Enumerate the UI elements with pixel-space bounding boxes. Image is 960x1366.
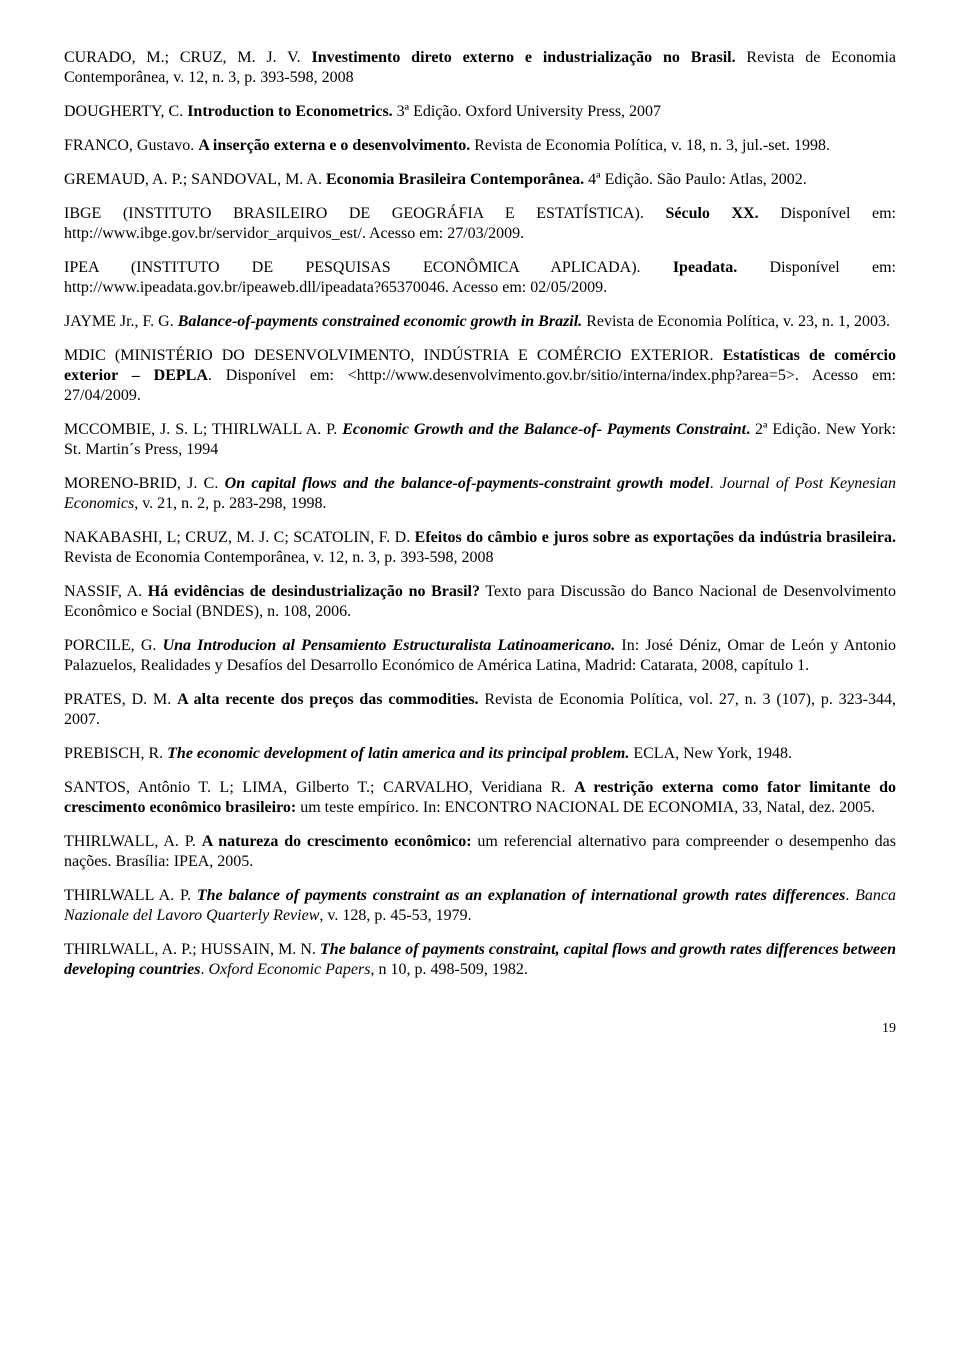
reference-entry: IPEA (INSTITUTO DE PESQUISAS ECONÔMICA A… — [64, 258, 896, 298]
reference-entry: PRATES, D. M. A alta recente dos preços … — [64, 690, 896, 730]
reference-entry: THIRLWALL, A. P.; HUSSAIN, M. N. The bal… — [64, 940, 896, 980]
reference-entry: SANTOS, Antônio T. L; LIMA, Gilberto T.;… — [64, 778, 896, 818]
reference-entry: CURADO, M.; CRUZ, M. J. V. Investimento … — [64, 48, 896, 88]
page-number: 19 — [64, 1020, 896, 1038]
reference-entry: THIRLWALL, A. P. A natureza do crescimen… — [64, 832, 896, 872]
reference-entry: MCCOMBIE, J. S. L; THIRLWALL A. P. Econo… — [64, 420, 896, 460]
reference-entry: IBGE (INSTITUTO BRASILEIRO DE GEOGRÁFIA … — [64, 204, 896, 244]
reference-entry: THIRLWALL A. P. The balance of payments … — [64, 886, 896, 926]
reference-entry: NAKABASHI, L; CRUZ, M. J. C; SCATOLIN, F… — [64, 528, 896, 568]
reference-entry: DOUGHERTY, C. Introduction to Econometri… — [64, 102, 896, 122]
reference-entry: PREBISCH, R. The economic development of… — [64, 744, 896, 764]
reference-entry: PORCILE, G. Una Introducion al Pensamien… — [64, 636, 896, 676]
reference-entry: NASSIF, A. Há evidências de desindustria… — [64, 582, 896, 622]
references-list: CURADO, M.; CRUZ, M. J. V. Investimento … — [64, 48, 896, 980]
reference-entry: JAYME Jr., F. G. Balance-of-payments con… — [64, 312, 896, 332]
reference-entry: MDIC (MINISTÉRIO DO DESENVOLVIMENTO, IND… — [64, 346, 896, 406]
reference-entry: GREMAUD, A. P.; SANDOVAL, M. A. Economia… — [64, 170, 896, 190]
reference-entry: FRANCO, Gustavo. A inserção externa e o … — [64, 136, 896, 156]
reference-entry: MORENO-BRID, J. C. On capital flows and … — [64, 474, 896, 514]
